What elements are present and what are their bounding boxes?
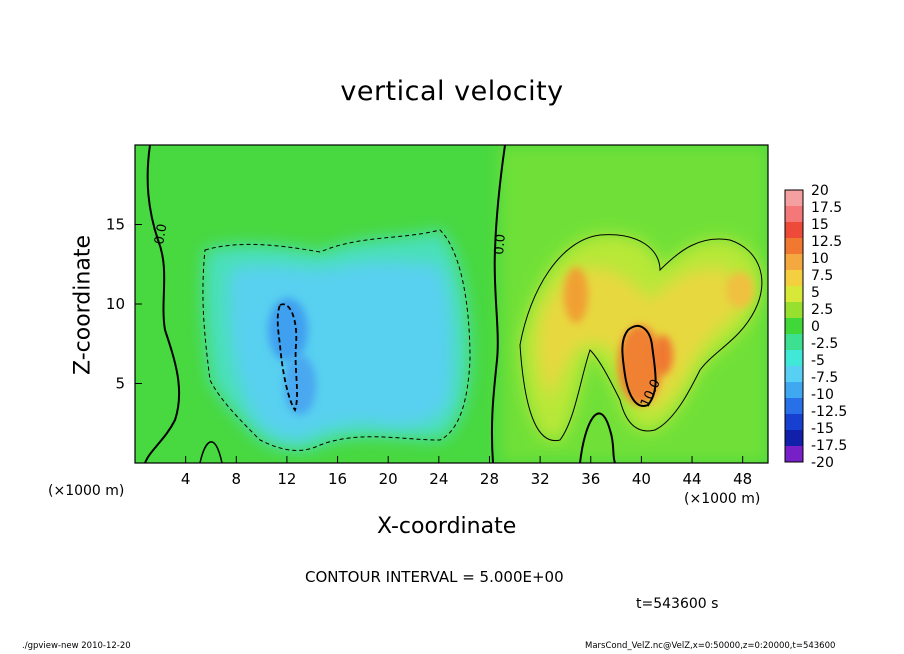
colorbar-swatch bbox=[785, 414, 803, 431]
contour-label-center: 0.0 bbox=[492, 233, 509, 255]
updraft-core-right bbox=[726, 272, 754, 308]
x-tick-label: 20 bbox=[379, 470, 398, 488]
x-tick-label: 16 bbox=[328, 470, 347, 488]
contour-small-right bbox=[579, 412, 616, 463]
colorbar-swatch bbox=[785, 334, 803, 351]
colorbar-label: 0 bbox=[811, 319, 820, 335]
time-note: t=543600 s bbox=[636, 596, 719, 612]
colorbar-label: -5 bbox=[811, 353, 825, 369]
x-tick-label: 8 bbox=[232, 470, 242, 488]
x-axis-label: X-coordinate bbox=[377, 514, 517, 539]
x-tick-label: 28 bbox=[480, 470, 499, 488]
x-tick-label: 44 bbox=[682, 470, 701, 488]
colorbar-label: 5 bbox=[811, 285, 820, 301]
colorbar-label: 17.5 bbox=[811, 200, 842, 216]
colorbar-swatch bbox=[785, 222, 803, 239]
colorbar-swatch bbox=[785, 254, 803, 271]
updraft-core-side bbox=[653, 335, 673, 375]
colorbar-label: -2.5 bbox=[811, 336, 838, 352]
x-tick-label: 40 bbox=[632, 470, 651, 488]
contour-zero-center bbox=[490, 145, 506, 463]
y-tick-label: 10 bbox=[106, 295, 125, 313]
colorbar-label: -17.5 bbox=[811, 438, 847, 454]
colorbar-label: -15 bbox=[811, 421, 834, 437]
colorbar: 2017.51512.5107.552.50-2.5-5-7.5-10-12.5… bbox=[784, 183, 847, 471]
x-tick-label: 12 bbox=[277, 470, 296, 488]
colorbar-swatch bbox=[785, 430, 803, 447]
footer-right: MarsCond_VelZ.nc@VelZ,x=0:50000,z=0:2000… bbox=[585, 641, 836, 651]
colorbar-swatch bbox=[785, 270, 803, 287]
contour-small-left bbox=[199, 441, 223, 463]
x-tick-label: 36 bbox=[581, 470, 600, 488]
footer-left: ./gpview-new 2010-12-20 bbox=[22, 641, 131, 651]
x-ticks: 4 8 12 16 20 24 28 32 36 40 44 48 bbox=[181, 456, 752, 488]
contour-negative-10 bbox=[276, 303, 298, 412]
contour-positive-10 bbox=[621, 325, 657, 407]
contour-positive-5 bbox=[519, 234, 763, 442]
colorbar-swatch bbox=[785, 206, 803, 223]
downdraft-lower-core bbox=[284, 355, 316, 415]
y-tick-label: 15 bbox=[106, 216, 125, 234]
colorbar-swatch bbox=[785, 350, 803, 367]
colorbar-swatch bbox=[785, 238, 803, 255]
y-tick-label: 5 bbox=[115, 375, 125, 393]
colorbar-label: -20 bbox=[811, 455, 834, 471]
updraft-core-upper bbox=[564, 267, 588, 323]
colorbar-swatch bbox=[785, 318, 803, 335]
colorbar-swatch bbox=[785, 398, 803, 415]
colorbar-swatch bbox=[785, 382, 803, 399]
downdraft-mid bbox=[228, 261, 453, 440]
contour-zero-left bbox=[144, 145, 181, 463]
colorbar-label: 15 bbox=[811, 217, 829, 233]
y-ticks: 5 10 15 bbox=[106, 216, 142, 393]
x-tick-label: 32 bbox=[531, 470, 550, 488]
velocity-field bbox=[135, 145, 768, 463]
colorbar-label: 12.5 bbox=[811, 234, 842, 250]
colorbar-swatch bbox=[785, 366, 803, 383]
x-tick-label: 24 bbox=[429, 470, 448, 488]
colorbar-label: 2.5 bbox=[811, 302, 833, 318]
colorbar-frame bbox=[784, 189, 804, 463]
colorbar-swatch bbox=[785, 302, 803, 319]
x-tick-label: 48 bbox=[733, 470, 752, 488]
colorbar-swatch bbox=[785, 446, 803, 463]
colorbar-label: 20 bbox=[811, 183, 829, 199]
chart-title: vertical velocity bbox=[340, 76, 564, 107]
colorbar-label: -7.5 bbox=[811, 370, 838, 386]
contour-negative-5 bbox=[202, 229, 471, 451]
colorbar-swatch bbox=[785, 286, 803, 303]
colorbar-label: -12.5 bbox=[811, 404, 847, 420]
x-tick-label: 4 bbox=[181, 470, 191, 488]
contour-label-left: 0.0 bbox=[152, 223, 170, 246]
x-unit-label-right: (×1000 m) bbox=[684, 491, 761, 507]
colorbar-swatch bbox=[785, 190, 803, 207]
colorbar-label: 7.5 bbox=[811, 268, 833, 284]
colorbar-label: -10 bbox=[811, 387, 834, 403]
x-unit-label-left: (×1000 m) bbox=[48, 483, 125, 499]
contour-interval-note: CONTOUR INTERVAL = 5.000E+00 bbox=[305, 568, 564, 586]
colorbar-label: 10 bbox=[811, 251, 829, 267]
